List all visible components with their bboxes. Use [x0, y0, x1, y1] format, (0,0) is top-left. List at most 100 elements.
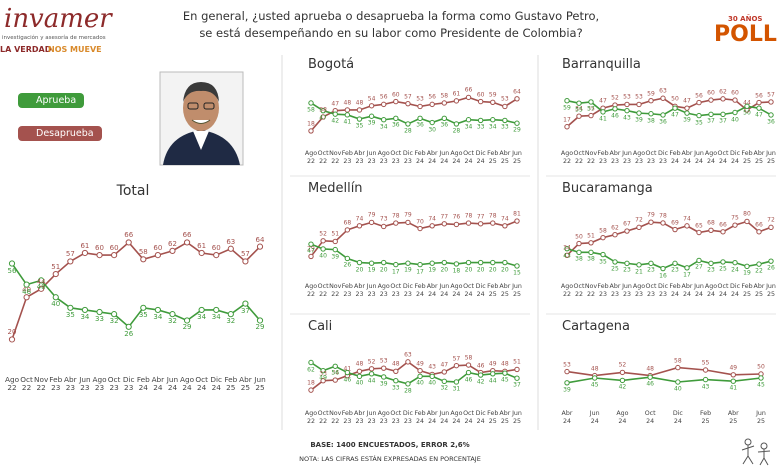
- data-point: [405, 121, 411, 127]
- data-label: 59: [488, 91, 497, 99]
- data-point: [490, 99, 496, 105]
- x-tick-label: Abr 23: [354, 283, 365, 298]
- data-label: 44: [36, 277, 46, 286]
- x-tick-label: Abr 24: [426, 283, 438, 298]
- data-label: 20: [488, 266, 497, 274]
- data-point: [429, 373, 435, 380]
- data-label: 40: [731, 116, 739, 123]
- x-tick-label: Feb 24: [136, 375, 150, 392]
- data-label: 33: [476, 123, 485, 131]
- data-point: [768, 224, 774, 231]
- data-point: [514, 218, 520, 224]
- series-line: [310, 360, 518, 391]
- x-tick-label: Jun 23: [366, 410, 377, 425]
- x-tick-label: Oct 23: [390, 410, 402, 425]
- data-point: [708, 227, 714, 233]
- x-tick-label: Feb 25: [487, 283, 499, 298]
- data-label: 40: [428, 379, 436, 387]
- data-point: [696, 257, 702, 264]
- data-label: 50: [757, 363, 765, 371]
- data-point: [308, 128, 314, 134]
- x-tick-label: Feb 25: [699, 410, 712, 425]
- data-point: [744, 103, 750, 110]
- data-point: [744, 263, 750, 270]
- data-point: [624, 260, 630, 267]
- data-label: 34: [331, 369, 340, 377]
- data-point: [564, 368, 570, 375]
- data-point: [368, 219, 375, 226]
- data-label: 43: [428, 363, 436, 371]
- slogan: LA VERDAD: [0, 45, 52, 54]
- data-point: [490, 117, 496, 123]
- data-point: [756, 99, 762, 106]
- data-point: [696, 112, 702, 119]
- x-tick-label: Oct 23: [390, 283, 402, 298]
- data-label: 20: [476, 266, 485, 274]
- data-label: 35: [65, 310, 75, 319]
- data-label: 74: [428, 215, 436, 223]
- data-label: 25: [719, 265, 727, 273]
- x-tick-label: Jun 24: [439, 283, 450, 298]
- data-label: 42: [618, 383, 627, 391]
- data-label: 52: [319, 230, 327, 238]
- data-label: 72: [767, 216, 775, 224]
- data-label: 48: [501, 360, 509, 368]
- data-label: 66: [182, 231, 192, 240]
- data-point: [52, 294, 59, 301]
- data-label: 79: [367, 211, 376, 219]
- chart-title: Total: [116, 183, 150, 199]
- data-label: 17: [563, 116, 571, 124]
- data-point: [227, 245, 234, 252]
- x-tick-label: Ago 22: [560, 150, 574, 165]
- data-label: 44: [488, 377, 497, 385]
- data-point: [732, 109, 738, 116]
- data-point: [38, 285, 45, 292]
- data-label: 37: [513, 381, 521, 389]
- data-label: 18: [452, 267, 461, 275]
- data-label: 63: [404, 351, 412, 359]
- data-label: 69: [671, 219, 679, 227]
- data-label: 30: [428, 126, 436, 134]
- data-label: 51: [513, 358, 521, 366]
- data-label: 38: [319, 106, 327, 114]
- data-label: 78: [659, 212, 667, 220]
- x-tick-label: Feb 25: [487, 150, 499, 165]
- data-label: 49: [416, 360, 424, 368]
- data-point: [169, 247, 176, 254]
- data-point: [660, 265, 666, 272]
- data-point: [720, 229, 726, 235]
- series-line: [566, 220, 772, 256]
- data-point: [67, 258, 74, 265]
- data-point: [81, 249, 89, 257]
- data-label: 23: [707, 266, 715, 274]
- data-point: [183, 239, 191, 246]
- data-point: [636, 101, 642, 108]
- data-point: [308, 100, 314, 106]
- x-tick-label: Oct 22: [573, 283, 585, 298]
- data-label: 65: [695, 222, 703, 229]
- data-label: 50: [575, 233, 583, 241]
- data-point: [169, 311, 176, 318]
- data-point: [477, 372, 484, 378]
- data-point: [344, 227, 351, 233]
- data-label: 81: [513, 210, 521, 218]
- data-label: 45: [757, 381, 765, 389]
- data-label: 50: [671, 95, 679, 103]
- data-point: [465, 362, 472, 368]
- data-point: [125, 239, 132, 246]
- data-label: 38: [587, 255, 595, 263]
- data-point: [242, 300, 249, 307]
- data-label: 19: [367, 266, 376, 274]
- x-tick-label: Jun 23: [366, 150, 377, 165]
- data-label: 42: [331, 117, 340, 125]
- data-label: 28: [404, 387, 412, 395]
- x-tick-label: Ago 24: [180, 375, 195, 392]
- data-label: 78: [391, 212, 400, 220]
- x-tick-label: Feb 25: [741, 150, 753, 165]
- data-label: 37: [719, 117, 727, 125]
- data-label: 78: [464, 212, 473, 220]
- data-point: [332, 238, 338, 245]
- data-label: 26: [343, 261, 352, 269]
- x-tick-label: Abr 23: [354, 150, 365, 165]
- data-label: 37: [240, 306, 250, 315]
